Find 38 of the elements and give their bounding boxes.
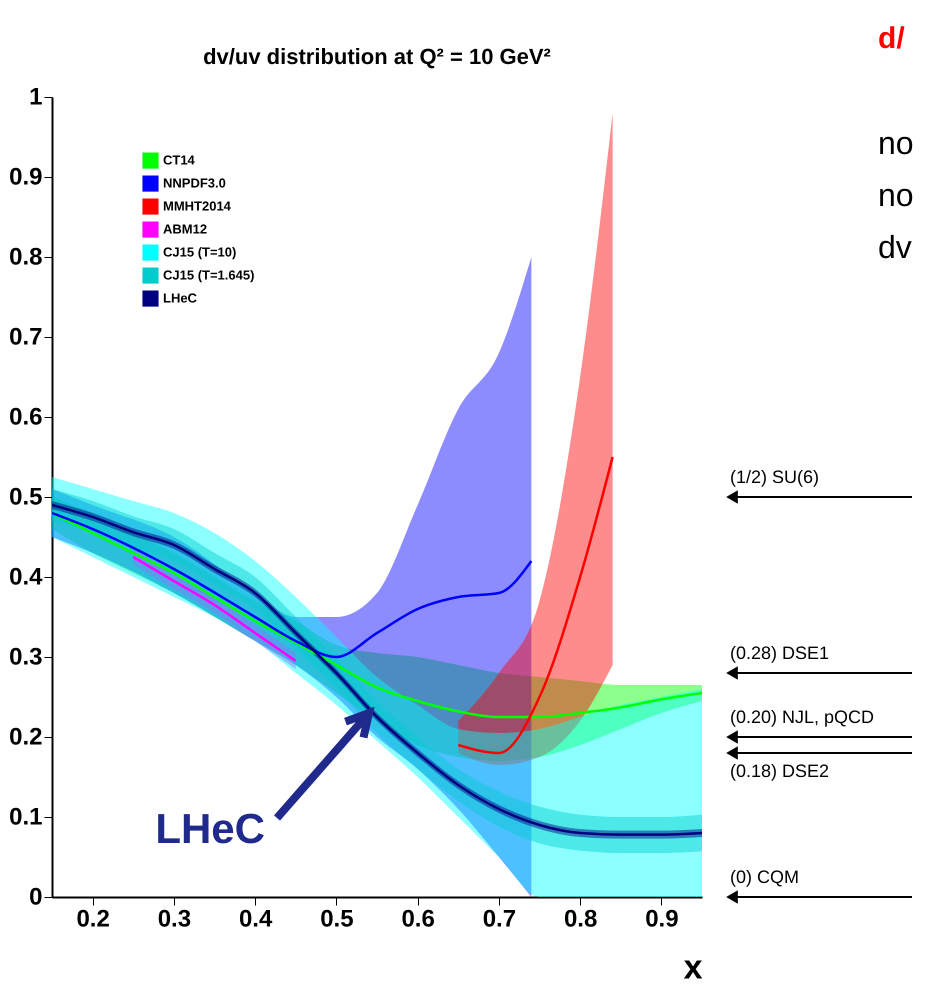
ref-line-label: (0.28) DSE1: [730, 643, 830, 663]
x-tick-label: 0.5: [320, 906, 354, 932]
ref-line-label: (0) CQM: [730, 867, 799, 887]
legend-label: CT14: [163, 152, 196, 168]
ref-line-label: (0.18) DSE2: [730, 761, 830, 781]
x-tick-label: 0.8: [564, 906, 598, 932]
legend-label: NNPDF3.0: [163, 176, 226, 190]
y-tick-label: 0.9: [9, 164, 42, 190]
y-tick-label: 0.5: [9, 484, 42, 510]
x-axis-title: x: [684, 948, 703, 984]
legend-label: CJ15 (T=10): [163, 244, 236, 260]
y-tick-label: 0.4: [9, 564, 44, 590]
y-tick-label: 0: [29, 884, 42, 910]
y-tick-label: 0.8: [9, 244, 42, 270]
ref-line-label: (0.20) NJL, pQCD: [730, 707, 874, 727]
text: no: [878, 177, 914, 213]
x-tick-label: 0.7: [482, 906, 516, 932]
chart-title: dv/uv distribution at Q² = 10 GeV²: [203, 44, 551, 69]
legend-label: CJ15 (T=1.645): [163, 268, 254, 282]
y-tick-label: 0.3: [9, 644, 42, 670]
y-tick-label: 0.1: [9, 804, 42, 830]
legend-label: MMHT2014: [163, 198, 232, 214]
x-tick-label: 0.4: [238, 906, 273, 932]
text: dv: [878, 229, 912, 265]
x-tick-label: 0.6: [401, 906, 435, 932]
x-tick-label: 0.2: [76, 906, 110, 932]
y-tick-label: 0.6: [9, 404, 42, 430]
x-tick-label: 0.3: [158, 906, 192, 932]
x-tick-label: 0.9: [645, 906, 679, 932]
text: d/: [878, 22, 906, 55]
text: no: [878, 125, 914, 161]
annotation: LHeC: [155, 805, 265, 852]
y-tick-label: 1: [29, 84, 42, 110]
legend-label: ABM12: [163, 222, 208, 236]
ref-line-label: (1/2) SU(6): [730, 467, 820, 487]
y-tick-label: 0.7: [9, 324, 42, 350]
legend-label: LHeC: [163, 290, 198, 306]
y-tick-label: 0.2: [9, 724, 42, 750]
